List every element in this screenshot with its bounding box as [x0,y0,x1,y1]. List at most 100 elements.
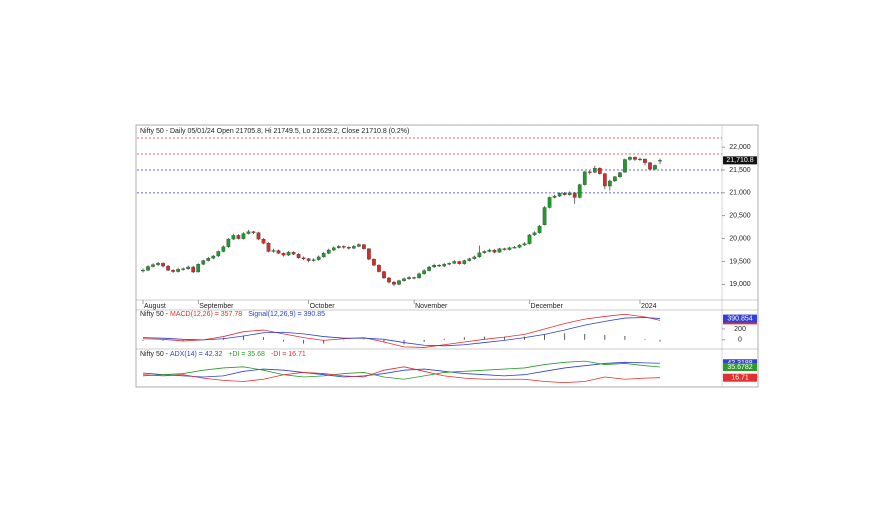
candle-body [537,226,542,233]
candle-body [296,254,301,258]
candle-body [216,251,221,257]
candle-body [487,249,492,252]
candle-body [191,266,196,273]
panel-label: Nifty 50 - [140,351,169,358]
candle-body [567,192,572,195]
candle-body [623,159,627,173]
panel-label: Nifty 50 - [140,311,169,318]
legend-entry: -DI = 16.71 [271,351,306,358]
chart-frame [135,124,759,388]
legend-entry: MACD(12,26) = 357.78 [170,311,242,318]
candle-body [397,280,401,285]
candle-body [321,253,326,258]
candle-body [527,234,532,244]
candle-body [507,247,512,250]
candle-body [372,259,376,266]
candle-body [392,281,396,285]
candle-body [206,258,211,261]
candle-body [552,195,557,198]
candle-body [517,244,522,248]
candle-body [281,253,286,256]
candle-body [306,258,311,261]
x-tick-label: August [144,303,166,310]
candle-body [502,248,507,250]
candle-body [181,268,186,270]
candle-body [602,173,607,187]
candle-body [472,256,477,259]
candle-body [316,256,321,260]
candle-body [186,266,191,269]
candle-body [176,269,180,272]
candle-body [457,261,462,264]
candle-body [407,277,411,280]
candle-body [291,252,296,255]
candle-body [633,157,637,160]
candle-body [618,172,622,178]
candle-body [286,252,291,256]
candle-body [221,246,226,252]
x-tick-label: December [531,303,564,310]
candle-body [241,233,246,239]
candle-body [572,192,577,198]
candle-body [492,249,497,253]
candle-body [582,171,587,185]
candle-body [171,270,175,272]
candle-body [331,247,336,251]
candle-body [417,273,421,279]
candle-body [261,238,266,244]
y-tick-label: 19,500 [729,258,751,265]
candle-body [387,277,391,283]
candle-body [462,260,467,264]
series-line [142,361,661,378]
candle-body [367,248,371,260]
candle-body [497,248,502,253]
candle-body [201,260,206,265]
series-line [142,366,661,384]
candle-body [382,271,386,279]
candle-body [542,207,547,226]
candle-body [236,235,241,239]
candle-body [592,168,597,173]
candle-body [351,246,356,249]
candle-body [231,235,236,240]
y-tick-label: 20,500 [729,213,751,220]
x-tick-label: November [415,303,448,310]
candle-body [547,197,552,208]
candle-body [226,238,231,248]
y-tick-label: 19,000 [729,281,751,288]
candle-body [442,264,447,267]
y-tick-label: 22,000 [729,144,751,151]
candle-body [653,165,657,170]
candle-body [246,231,251,234]
candle-body [146,266,150,271]
last-value-label: 35.6782 [727,364,752,371]
candle-body [447,263,452,265]
x-tick-label: October [310,303,336,310]
candle-body [377,264,381,272]
series-line [142,360,661,380]
last-value-box [723,314,757,323]
legend-entry: Signal(12,26,9) = 390.85 [248,311,325,318]
candle-body [608,180,612,187]
last-value-label: 390.854 [727,315,752,322]
candle-body [412,277,416,279]
candle-body [432,264,437,268]
candle-body [643,158,647,163]
candle-body [402,278,406,281]
candle-body [577,184,582,198]
chart-title: Nifty 50 - Daily 05/01/24 Open 21705.8, … [140,128,409,135]
series-line [142,313,661,348]
candle-body [326,249,331,254]
candle-body [341,246,346,248]
candle-body [276,250,281,254]
candle-body [587,171,592,173]
series-line [142,317,661,347]
candle-body [196,264,201,273]
candle-body [336,246,341,248]
x-tick-label: 2024 [641,303,657,310]
candle-body [613,176,617,182]
candle-body [141,270,145,272]
y-tick-label: 21,500 [729,167,751,174]
last-value-box [723,362,757,371]
